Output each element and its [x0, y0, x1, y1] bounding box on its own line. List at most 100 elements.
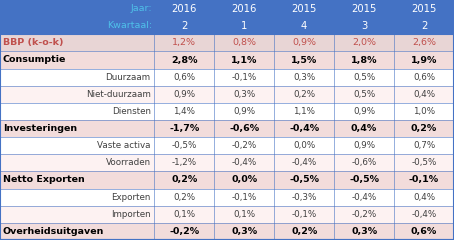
- Text: -0,1%: -0,1%: [232, 193, 257, 202]
- Text: -0,4%: -0,4%: [291, 158, 317, 167]
- Bar: [274, 137, 334, 154]
- Bar: [394, 0, 454, 17]
- Text: Duurzaam: Duurzaam: [106, 73, 151, 82]
- Text: -0,2%: -0,2%: [351, 210, 377, 219]
- Text: Diensten: Diensten: [112, 107, 151, 116]
- Text: 2016: 2016: [172, 4, 197, 14]
- Text: -0,5%: -0,5%: [172, 141, 197, 150]
- Bar: [274, 51, 334, 69]
- Bar: [0, 34, 154, 51]
- Bar: [0, 69, 154, 86]
- Bar: [334, 0, 394, 17]
- Text: 2015: 2015: [411, 4, 437, 14]
- Text: Investeringen: Investeringen: [3, 124, 77, 133]
- Text: -0,4%: -0,4%: [289, 124, 319, 133]
- Text: 1,1%: 1,1%: [231, 55, 257, 65]
- Text: 0,2%: 0,2%: [291, 227, 317, 236]
- Text: Consumptie: Consumptie: [3, 55, 66, 65]
- Text: 0,6%: 0,6%: [411, 227, 437, 236]
- Bar: [394, 223, 454, 240]
- Bar: [334, 206, 394, 223]
- Text: -0,5%: -0,5%: [411, 158, 437, 167]
- Text: Jaar:: Jaar:: [130, 4, 152, 13]
- Text: -0,2%: -0,2%: [169, 227, 199, 236]
- Bar: [214, 171, 274, 189]
- Text: Importen: Importen: [111, 210, 151, 219]
- Bar: [154, 206, 214, 223]
- Bar: [214, 0, 274, 17]
- Bar: [334, 223, 394, 240]
- Bar: [274, 0, 334, 17]
- Bar: [394, 17, 454, 34]
- Text: 0,2%: 0,2%: [293, 90, 315, 99]
- Bar: [334, 154, 394, 171]
- Text: 1,5%: 1,5%: [291, 55, 317, 65]
- Bar: [394, 189, 454, 206]
- Bar: [214, 51, 274, 69]
- Bar: [214, 206, 274, 223]
- Bar: [394, 137, 454, 154]
- Bar: [394, 103, 454, 120]
- Bar: [0, 0, 154, 17]
- Bar: [334, 17, 394, 34]
- Bar: [394, 86, 454, 103]
- Text: Niet-duurzaam: Niet-duurzaam: [86, 90, 151, 99]
- Bar: [394, 34, 454, 51]
- Bar: [154, 171, 214, 189]
- Bar: [0, 154, 154, 171]
- Bar: [0, 86, 154, 103]
- Text: Netto Exporten: Netto Exporten: [3, 175, 84, 185]
- Text: 2015: 2015: [291, 4, 317, 14]
- Bar: [0, 171, 154, 189]
- Bar: [394, 206, 454, 223]
- Bar: [214, 34, 274, 51]
- Text: 0,9%: 0,9%: [233, 107, 255, 116]
- Bar: [334, 86, 394, 103]
- Bar: [274, 103, 334, 120]
- Bar: [274, 69, 334, 86]
- Text: 0,4%: 0,4%: [351, 124, 377, 133]
- Bar: [334, 120, 394, 137]
- Text: 0,3%: 0,3%: [233, 90, 256, 99]
- Bar: [214, 86, 274, 103]
- Text: 2,6%: 2,6%: [412, 38, 436, 47]
- Text: 4: 4: [301, 21, 307, 31]
- Text: -0,4%: -0,4%: [351, 193, 377, 202]
- Text: 2,0%: 2,0%: [352, 38, 376, 47]
- Text: 0,8%: 0,8%: [232, 38, 256, 47]
- Bar: [274, 120, 334, 137]
- Text: 2: 2: [421, 21, 427, 31]
- Text: -0,5%: -0,5%: [349, 175, 379, 185]
- Text: 0,3%: 0,3%: [293, 73, 316, 82]
- Bar: [154, 0, 214, 17]
- Text: 0,9%: 0,9%: [292, 38, 316, 47]
- Bar: [154, 69, 214, 86]
- Text: -0,3%: -0,3%: [291, 193, 317, 202]
- Bar: [154, 51, 214, 69]
- Text: -0,4%: -0,4%: [232, 158, 257, 167]
- Bar: [0, 120, 154, 137]
- Text: Voorraden: Voorraden: [106, 158, 151, 167]
- Text: 0,1%: 0,1%: [233, 210, 255, 219]
- Bar: [214, 137, 274, 154]
- Text: 1,8%: 1,8%: [351, 55, 377, 65]
- Text: -1,2%: -1,2%: [172, 158, 197, 167]
- Bar: [154, 17, 214, 34]
- Bar: [214, 103, 274, 120]
- Text: Kwartaal:: Kwartaal:: [107, 21, 152, 30]
- Text: 2,8%: 2,8%: [171, 55, 197, 65]
- Text: 0,5%: 0,5%: [353, 73, 375, 82]
- Text: -0,1%: -0,1%: [291, 210, 317, 219]
- Bar: [394, 51, 454, 69]
- Bar: [214, 69, 274, 86]
- Bar: [274, 86, 334, 103]
- Text: 0,2%: 0,2%: [171, 175, 197, 185]
- Text: -0,6%: -0,6%: [229, 124, 259, 133]
- Bar: [274, 34, 334, 51]
- Text: 1,2%: 1,2%: [173, 38, 196, 47]
- Bar: [214, 120, 274, 137]
- Text: Vaste activa: Vaste activa: [97, 141, 151, 150]
- Bar: [154, 189, 214, 206]
- Bar: [154, 137, 214, 154]
- Bar: [214, 189, 274, 206]
